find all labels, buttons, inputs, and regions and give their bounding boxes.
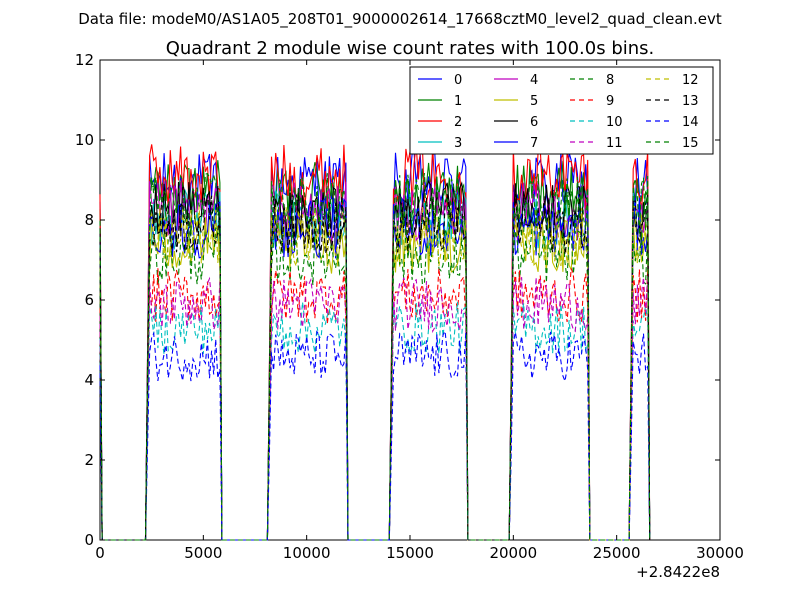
series-line-11	[99, 276, 651, 541]
legend-label-15: 15	[682, 136, 699, 151]
legend-label-1: 1	[454, 94, 462, 109]
x-tick-label-2: 10000	[283, 544, 331, 562]
x-tick-label-4: 20000	[489, 544, 537, 562]
legend-label-11: 11	[606, 136, 623, 151]
legend-box	[409, 66, 714, 155]
series-line-14	[99, 329, 651, 541]
series-line-13	[99, 193, 651, 541]
y-tick-label-5: 10	[75, 131, 94, 149]
x-tick-label-5: 25000	[593, 544, 641, 562]
y-tick-label-0: 0	[84, 531, 94, 549]
legend-label-8: 8	[606, 73, 614, 88]
legend-label-4: 4	[530, 73, 538, 88]
y-tick-label-1: 2	[84, 451, 94, 469]
legend-label-6: 6	[530, 115, 538, 130]
y-tick-label-3: 6	[84, 291, 94, 309]
x-offset-label: +2.8422e8	[636, 563, 720, 581]
legend-label-0: 0	[454, 73, 462, 88]
y-tick-label-4: 8	[84, 211, 94, 229]
x-tick-label-3: 15000	[386, 544, 434, 562]
y-tick-label-2: 4	[84, 371, 94, 389]
x-tick-label-6: 30000	[696, 544, 744, 562]
suptitle: Data file: modeM0/AS1A05_208T01_90000026…	[78, 10, 722, 29]
series-line-12	[99, 205, 651, 541]
legend-label-12: 12	[682, 73, 699, 88]
legend-label-14: 14	[682, 115, 699, 130]
x-tick-label-0: 0	[95, 544, 105, 562]
legend-label-2: 2	[454, 115, 462, 130]
legend-label-10: 10	[606, 115, 623, 130]
legend-label-5: 5	[530, 94, 538, 109]
chart-title: Quadrant 2 module wise count rates with …	[166, 38, 655, 59]
y-tick-label-6: 12	[75, 51, 94, 69]
legend-label-3: 3	[454, 136, 462, 151]
legend-label-13: 13	[682, 94, 699, 109]
x-tick-label-1: 5000	[184, 544, 222, 562]
series-layer	[99, 144, 651, 541]
series-line-15	[99, 172, 651, 541]
legend-label-7: 7	[530, 136, 538, 151]
legend-label-9: 9	[606, 94, 614, 109]
